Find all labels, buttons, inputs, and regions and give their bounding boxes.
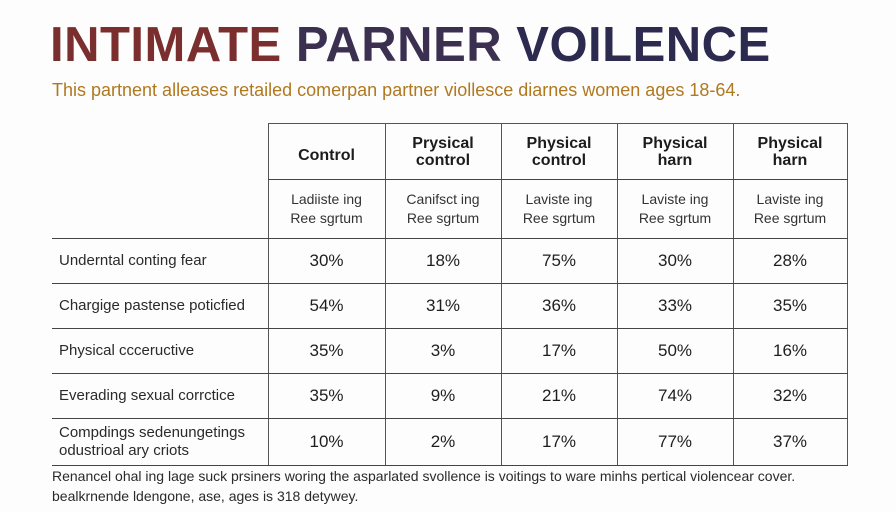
subheader-line: Laviste ing	[525, 191, 593, 207]
page-subtitle: This partnent alleases retailed comerpan…	[52, 80, 741, 100]
cell-value: 37%	[732, 418, 848, 466]
cell-value: 32%	[732, 373, 848, 419]
column-subheader: Ladiiste ing Ree sgrtum	[267, 179, 385, 239]
row-label-line: Compdings sedenungetings	[59, 424, 245, 441]
cell-value: 31%	[384, 283, 501, 329]
subheader-line: Laviste ing	[641, 191, 709, 207]
subheader-line: Ree sgrtum	[406, 210, 480, 226]
page-title: INTIMATE PARNER VOILENCE	[50, 14, 771, 76]
column-subheader: Laviste ing Ree sgrtum	[500, 179, 617, 239]
cell-value: 35%	[267, 373, 385, 419]
column-header: Control	[267, 123, 385, 180]
cell-value: 77%	[616, 418, 733, 466]
cell-value: 54%	[267, 283, 385, 329]
subheader-line: Ree sgrtum	[290, 210, 363, 226]
column-subheader: Laviste ing Ree sgrtum	[616, 179, 733, 239]
subheader-line: Canifsct ing	[406, 191, 480, 207]
footnote: Renancel ohal ing lage suck prsiners wor…	[52, 466, 795, 506]
subheader-line: Ree sgrtum	[522, 210, 596, 226]
subheader-corner	[52, 179, 268, 239]
column-header-line: Physical	[757, 134, 823, 152]
cell-value: 10%	[267, 418, 385, 466]
cell-value: 50%	[616, 328, 733, 374]
table-row: Compdings sedenungetings odustrioal ary …	[52, 418, 848, 466]
cell-value: 75%	[500, 238, 617, 284]
column-header-line: control	[415, 151, 471, 169]
footnote-line: Renancel ohal ing lage suck prsiners wor…	[52, 468, 796, 484]
column-header-line: Physical	[526, 134, 592, 152]
header-corner	[52, 124, 268, 180]
row-label: Underntal conting fear	[52, 238, 268, 284]
column-subheader: Canifsct ing Ree sgrtum	[384, 179, 501, 239]
cell-value: 9%	[384, 373, 501, 419]
subheader-line: Laviste ing	[756, 191, 824, 207]
cell-value: 17%	[500, 328, 617, 374]
column-subheader: Laviste ing Ree sgrtum	[732, 179, 848, 239]
cell-value: 74%	[616, 373, 733, 419]
title-word-2: PARNER	[295, 18, 503, 72]
subheader-line: Ree sgrtum	[753, 210, 827, 226]
cell-value: 28%	[732, 238, 848, 284]
title-word-1: INTIMATE	[50, 18, 282, 72]
header-row: Control Prysical control Physical contro…	[52, 123, 848, 180]
cell-value: 35%	[732, 283, 848, 329]
column-header-text: Control	[298, 147, 355, 164]
column-header-line: harn	[772, 151, 808, 169]
row-label-line: odustrioal ary criots	[59, 442, 190, 459]
cell-value: 2%	[384, 418, 501, 466]
subheader-line: Ree sgrtum	[638, 210, 712, 226]
subheader-row: Ladiiste ing Ree sgrtum Canifsct ing Ree…	[52, 179, 848, 239]
cell-value: 21%	[500, 373, 617, 419]
row-label: Physical ccceructive	[52, 328, 268, 374]
table-row: Everading sexual corrctice 35% 9% 21% 74…	[52, 373, 848, 419]
title-word-3: VOILENCE	[516, 18, 771, 72]
data-table: Control Prysical control Physical contro…	[52, 123, 848, 466]
column-header-line: Prysical	[412, 134, 474, 152]
subheader-line: Ladiiste ing	[291, 191, 362, 207]
row-label: Everading sexual corrctice	[52, 373, 268, 419]
cell-value: 36%	[500, 283, 617, 329]
column-header-line: Physical	[642, 134, 708, 152]
cell-value: 35%	[267, 328, 385, 374]
cell-value: 33%	[616, 283, 733, 329]
table-row: Physical ccceructive 35% 3% 17% 50% 16%	[52, 328, 848, 374]
row-label: Compdings sedenungetings odustrioal ary …	[52, 418, 268, 466]
column-header-line: control	[531, 151, 587, 169]
cell-value: 16%	[732, 328, 848, 374]
cell-value: 30%	[616, 238, 733, 284]
table-row: Chargige pastense poticfied 54% 31% 36% …	[52, 283, 848, 329]
cell-value: 3%	[384, 328, 501, 374]
column-header: Physical harn	[616, 123, 733, 180]
column-header-line: harn	[657, 151, 693, 169]
cell-value: 30%	[267, 238, 385, 284]
cell-value: 17%	[500, 418, 617, 466]
column-header: Prysical control	[384, 123, 501, 180]
row-label: Chargige pastense poticfied	[52, 283, 268, 329]
footnote-line: bealkrnende ldengone, ase, ages is 318 d…	[52, 488, 359, 504]
column-header: Physical control	[500, 123, 617, 180]
table-row: Underntal conting fear 30% 18% 75% 30% 2…	[52, 238, 848, 284]
column-header: Physical harn	[732, 123, 848, 180]
cell-value: 18%	[384, 238, 501, 284]
